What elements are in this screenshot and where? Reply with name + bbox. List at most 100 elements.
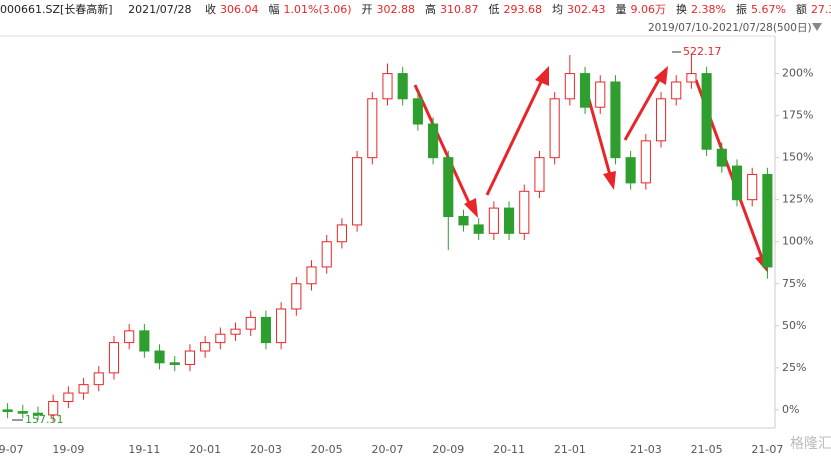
- candle-body: [458, 216, 469, 226]
- candle-body: [519, 190, 530, 234]
- x-tick-label: 21-05: [691, 443, 723, 456]
- candle-body: [154, 350, 165, 364]
- candle-body: [397, 73, 408, 100]
- candle-body: [762, 173, 773, 268]
- candle-body: [504, 207, 515, 234]
- candle-body: [382, 73, 393, 100]
- candle-body: [625, 157, 636, 184]
- field-label: 收: [205, 3, 216, 16]
- candle-body: [352, 157, 363, 226]
- candle-body: [215, 333, 226, 344]
- field-label: 高: [425, 3, 437, 16]
- y-tick-label: 200%: [782, 67, 813, 80]
- field-value: 310.87: [440, 3, 479, 16]
- x-tick-label: 19-11: [128, 443, 160, 456]
- candle-body: [731, 165, 743, 201]
- candle-body: [260, 316, 271, 344]
- header: 000661.SZ[长春高新] 2021/07/28 收 306.04 幅 1.01%…: [0, 0, 831, 20]
- candle-body: [108, 342, 120, 374]
- field-value: 1.01%(3.06): [283, 3, 352, 16]
- field-label: 均: [552, 3, 564, 16]
- candle-body: [63, 392, 74, 402]
- field-label: 量: [615, 3, 627, 16]
- x-tick-label: 20-09: [432, 443, 464, 456]
- candle-body: [640, 140, 651, 184]
- field-label: 幅: [268, 3, 280, 16]
- candle-body: [48, 400, 59, 416]
- y-tick-label: 175%: [782, 109, 813, 122]
- arrows: [413, 66, 768, 273]
- candle-body: [443, 157, 454, 218]
- candle-body: [686, 73, 697, 83]
- y-tick-label: 25%: [782, 361, 806, 374]
- candle-body: [564, 73, 575, 100]
- field-label: 额: [795, 3, 807, 16]
- candle-body: [124, 330, 135, 344]
- candle-body: [336, 224, 347, 243]
- field-value: 302.88: [376, 3, 416, 16]
- field-label: 开: [361, 3, 373, 16]
- field-value: 293.68: [503, 3, 543, 16]
- candle-body: [17, 411, 28, 414]
- candle-body: [321, 241, 332, 268]
- field-value: 302.43: [567, 3, 606, 16]
- fields: 收 306.04 幅 1.01%(3.06) 开 302.88 高 310.87 低 293.68…: [205, 3, 831, 16]
- candle-body: [245, 316, 256, 330]
- x-tick-label: 20-05: [311, 443, 343, 456]
- field-label: 振: [735, 3, 747, 16]
- x-tick-label: 19-07: [0, 443, 24, 456]
- range: 2019/07/10-2021/07/28(500日): [648, 22, 812, 34]
- candle-body: [747, 173, 758, 201]
- x-tick-label: 20-01: [189, 443, 221, 456]
- field-value: 27.39亿: [810, 3, 831, 16]
- x-tick-label: 19-09: [52, 443, 84, 456]
- y-tick-label: 125%: [782, 193, 813, 206]
- field-label: 低: [488, 3, 500, 16]
- candle-body: [488, 207, 499, 234]
- watermark: 格隆汇: [790, 436, 831, 452]
- candle-body: [306, 266, 317, 285]
- candle-body: [291, 283, 302, 310]
- dropdown[interactable]: [812, 23, 822, 31]
- min-label: 157.51: [25, 413, 64, 426]
- field-value: 9.06万: [630, 3, 667, 16]
- x-tick-label: 21-01: [554, 443, 586, 456]
- date: 2021/07/28: [128, 3, 192, 16]
- candle-body: [655, 98, 667, 142]
- candle-body: [184, 350, 196, 365]
- y-tick-label: 50%: [782, 319, 806, 332]
- candle-body: [230, 328, 241, 335]
- candle-body: [595, 81, 606, 108]
- x-tick-label: 20-03: [250, 443, 282, 456]
- field-value: 5.67%: [750, 3, 786, 16]
- candle-body: [200, 342, 211, 352]
- candle-body: [78, 384, 89, 394]
- x-tick-label: 20-11: [493, 443, 525, 456]
- max-label: 522.17: [683, 45, 722, 58]
- y-tick-label: 100%: [782, 235, 813, 248]
- y-tick-label: 0%: [782, 403, 799, 416]
- candle-body: [701, 73, 712, 150]
- code: 000661.SZ[长春高新]: [0, 3, 113, 16]
- candle-body: [428, 123, 439, 159]
- candle-body: [139, 330, 150, 352]
- y-tick-label: 75%: [782, 277, 806, 290]
- field-label: 换: [676, 3, 688, 16]
- candle-body: [169, 362, 180, 365]
- candle-body: [412, 98, 423, 125]
- x-tick-label: 21-07: [751, 443, 783, 456]
- candle-body: [716, 148, 727, 167]
- candle-body: [579, 73, 591, 108]
- candle-body: [549, 98, 560, 159]
- field-value: 2.38%: [691, 3, 726, 16]
- candle-body: [367, 98, 378, 159]
- candle-body: [610, 81, 621, 159]
- candle-body: [276, 308, 287, 344]
- candle-body: [671, 81, 682, 100]
- x-tick-label: 20-07: [372, 443, 404, 456]
- candle-body: [473, 224, 484, 234]
- field-value: 306.04: [220, 3, 259, 16]
- candle-body: [534, 157, 545, 192]
